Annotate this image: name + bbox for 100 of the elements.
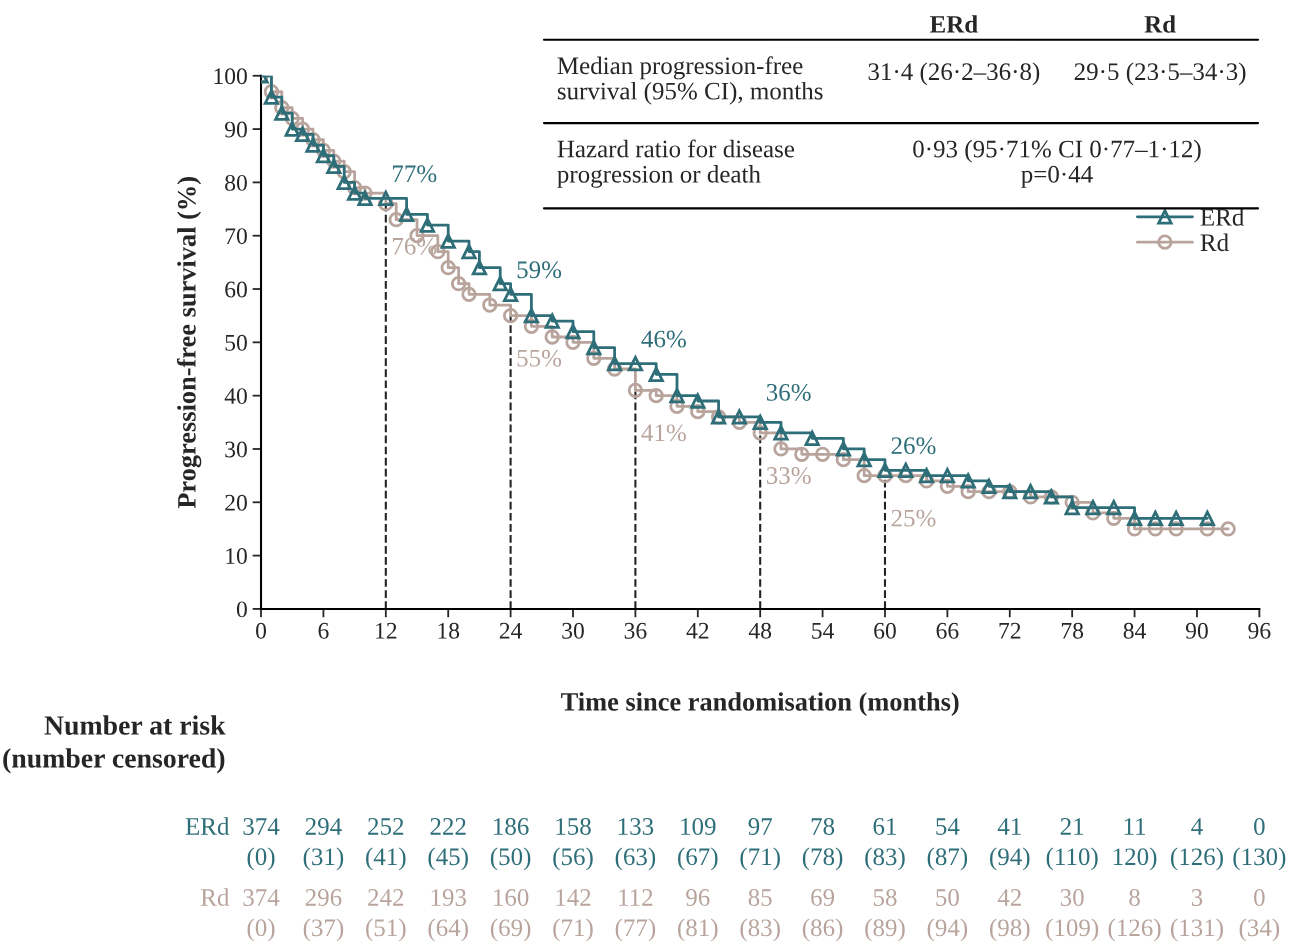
annotation: 59% [517, 261, 562, 279]
x-tick-label: 24 [499, 622, 523, 639]
legend-label: ERd [1200, 208, 1245, 226]
x-tick-label: 72 [999, 622, 1021, 639]
annotation: 77% [393, 165, 437, 183]
point [544, 313, 560, 329]
point [326, 158, 342, 175]
point [523, 308, 540, 324]
point [627, 356, 644, 372]
x-tick-label: 0 [256, 622, 267, 639]
annotation: 36% [766, 383, 811, 401]
point [440, 260, 456, 276]
text: (0) (37) (51) (64) (69) (71) (77) (81) (83) (86) (89) (94) (98) (109) (126) (131) (34) [247, 918, 1280, 942]
point [877, 462, 893, 478]
point [461, 244, 477, 260]
point [856, 452, 872, 468]
point [544, 329, 560, 345]
point [773, 441, 789, 457]
point [648, 366, 664, 382]
point [492, 276, 508, 292]
x-tick-label: 60 [874, 622, 896, 639]
x-tick-label: 90 [1185, 622, 1208, 639]
point [284, 121, 300, 137]
y-tick-label: 70 [225, 228, 247, 245]
annotation: 26% [891, 437, 936, 455]
annotation: 31·4 (26·2–36·8) [868, 62, 1040, 86]
point [918, 467, 935, 484]
y-tick-label: 100 [214, 68, 247, 85]
point [565, 324, 581, 340]
point [856, 467, 872, 484]
annotation: 0·93 (95·71% CI 0·77–1·12) p=0·44 [913, 139, 1201, 188]
text: 374 296 242 193 160 142 112 96 85 69 58 50 42 30 8 3 0 [243, 889, 1265, 906]
point [939, 467, 956, 484]
y-tick-label: 50 [225, 334, 247, 351]
point [305, 137, 321, 153]
point [263, 89, 280, 105]
y-tick-label: 30 [225, 441, 247, 458]
point [482, 297, 498, 313]
y-tick-label: 20 [225, 494, 247, 511]
x-tick-label: 36 [624, 622, 647, 639]
point [960, 473, 976, 489]
point [1168, 510, 1184, 526]
point [1085, 499, 1101, 516]
y-tick-label: 10 [226, 548, 247, 565]
x-tick-label: 12 [376, 622, 397, 639]
text: Number at risk (number censored) [3, 715, 226, 774]
point [835, 441, 852, 457]
y-tick-label: 60 [225, 281, 247, 298]
x-tick-label: 78 [1061, 622, 1084, 639]
x-tick-label: 54 [812, 622, 835, 639]
point [450, 276, 467, 292]
x-tick-label: 42 [686, 622, 709, 639]
point [981, 478, 997, 494]
text: ERd [185, 817, 230, 835]
legend-label: Rd [1200, 233, 1229, 252]
x-tick-label: 6 [318, 622, 329, 639]
point [773, 425, 789, 441]
point [315, 148, 332, 164]
text: Rd [200, 888, 230, 906]
point [1220, 521, 1236, 537]
point [898, 462, 914, 478]
point [440, 233, 456, 249]
text: 374 294 252 222 186 158 133 109 97 78 61 54 41 21 11 4 0 [243, 818, 1265, 835]
point [378, 190, 394, 207]
point [814, 446, 831, 462]
point [1106, 499, 1122, 516]
point [1126, 510, 1143, 526]
point [502, 286, 519, 302]
point [398, 206, 415, 223]
annotation: Hazard ratio for disease progression or death [557, 139, 795, 188]
point [794, 446, 810, 462]
text: Rd [1144, 15, 1176, 33]
x-tick-label: 96 [1248, 622, 1271, 639]
text: ERd [929, 15, 978, 33]
text: (0) (31) (41) (45) (50) (56) (63) (67) (71) (78) (83) (87) (94) (110) 120) (126) (130) [247, 847, 1286, 871]
annotation: 25% [891, 509, 936, 527]
point [627, 382, 644, 398]
y-tick-label: 90 [224, 121, 247, 138]
point [804, 430, 820, 446]
point [731, 409, 748, 425]
point [274, 105, 290, 121]
annotation: 41% [641, 424, 686, 442]
point [1064, 499, 1080, 516]
point [752, 414, 768, 430]
point [606, 356, 623, 372]
point [471, 260, 488, 276]
point [690, 393, 706, 409]
annotation: 46% [641, 330, 686, 348]
x-tick-label: 30 [562, 622, 584, 639]
point [357, 190, 373, 207]
point [1147, 510, 1163, 526]
x-axis-title: Time since randomisation (months) [561, 692, 959, 717]
x-tick-label: 18 [438, 622, 460, 639]
annotation: 29·5 (23·5–34·3) [1074, 62, 1246, 86]
point [336, 174, 352, 191]
y-tick-label: 80 [225, 174, 247, 191]
point [586, 340, 602, 356]
y-axis-title: Progression-free survival (%) [176, 177, 202, 509]
annotation: 55% [517, 349, 562, 367]
point [1199, 510, 1215, 526]
